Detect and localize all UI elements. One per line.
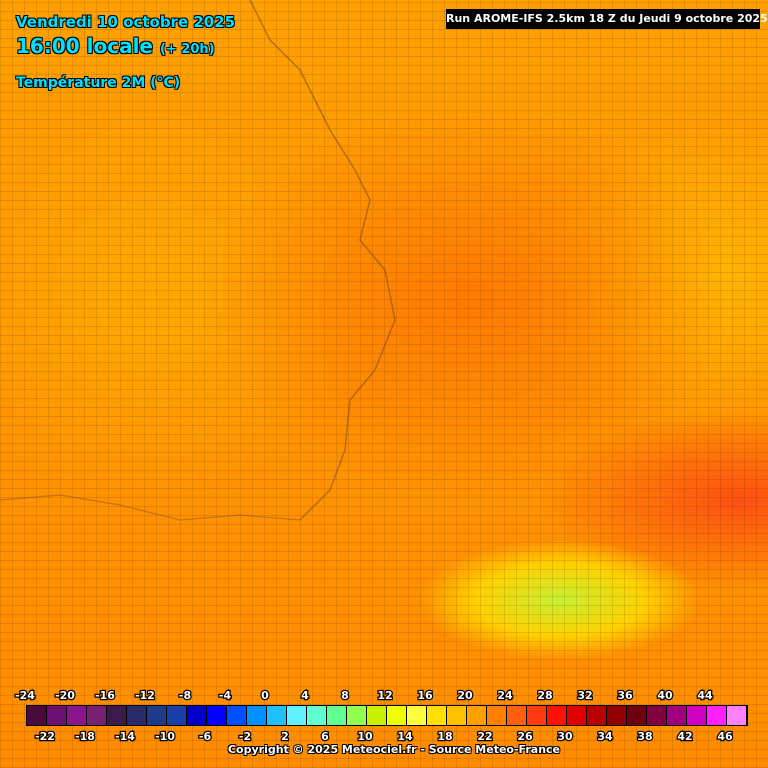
legend-swatch [327,706,346,725]
legend-top-label: 16 [417,689,433,702]
legend-swatch [447,706,466,725]
legend-top-label: 24 [497,689,513,702]
legend-swatch [707,706,726,725]
legend-swatch [287,706,306,725]
legend-swatch [727,706,746,725]
legend-swatch [87,706,106,725]
legend-swatch [507,706,526,725]
legend-swatch [27,706,46,725]
copyright: Copyright © 2025 Meteociel.fr - Source M… [227,743,561,756]
legend-swatch [307,706,326,725]
legend-top-label: 20 [457,689,473,702]
local-time: 16:00 locale (+ 20h) [16,34,215,58]
legend-swatch [587,706,606,725]
legend-swatch [267,706,286,725]
legend-top-label: -4 [219,689,232,702]
legend-top-label: -12 [135,689,155,702]
legend-bottom-label: -2 [239,730,251,743]
legend-bottom-label: -6 [199,730,212,743]
legend-top-label: 32 [577,689,592,702]
legend-swatch [187,706,206,725]
legend-swatch [547,706,566,725]
legend-bottom-label: 30 [557,730,573,743]
legend-swatch [567,706,586,725]
legend-swatch [167,706,186,725]
legend-bottom-label: 2 [281,730,289,743]
legend-bottom-label: 34 [597,730,613,743]
legend-swatch [227,706,246,725]
legend-swatch [107,706,126,725]
legend-swatch [207,706,226,725]
legend-bottom-label: -10 [155,730,175,743]
legend-bottom-label: 6 [321,730,329,743]
legend-bottom-label: -22 [35,730,55,743]
legend-swatch [627,706,646,725]
legend-swatch [527,706,546,725]
legend-swatch [427,706,446,725]
legend-top-label: 8 [341,689,349,702]
legend-bottom-label: 22 [477,730,492,743]
legend-top-label: 4 [301,689,309,702]
legend-top-label: 36 [617,689,633,702]
legend-bottom-label: 14 [397,730,413,743]
legend-bottom-label: 10 [357,730,373,743]
legend-bottom-label: 18 [437,730,452,743]
legend-top-label: 44 [697,689,713,702]
legend-swatch [487,706,506,725]
legend-bottom-label: -14 [115,730,135,743]
legend-swatch [247,706,266,725]
date: Vendredi 10 octobre 2025 [16,13,236,31]
legend-top-label: -20 [55,689,75,702]
legend-swatch [467,706,486,725]
legend-top-label: 28 [537,689,552,702]
legend-top-label: -8 [179,689,191,702]
legend-swatch [347,706,366,725]
legend-swatch [667,706,686,725]
offset: (+ 20h) [159,42,215,57]
legend-top-label: 12 [377,689,392,702]
legend-swatch [647,706,666,725]
legend-swatch [367,706,386,725]
legend-swatch [687,706,706,725]
legend-bottom-label: 26 [517,730,533,743]
variable: Température 2M (°C) [16,75,181,91]
legend-swatch [127,706,146,725]
time: 16:00 locale [16,34,153,58]
legend-swatch [67,706,86,725]
legend-swatch [407,706,426,725]
legend-bottom-label: -18 [75,730,95,743]
legend-bottom-label: 46 [717,730,733,743]
legend-swatch [147,706,166,725]
legend-top-label: 0 [261,689,269,702]
legend-bottom-label: 42 [677,730,692,743]
legend-top-label: -16 [95,689,115,702]
legend-swatch [607,706,626,725]
run-info: Run AROME-IFS 2.5km 18 Z du Jeudi 9 octo… [446,9,768,29]
legend-top-label: -24 [15,689,35,702]
legend-swatch [47,706,66,725]
legend-swatch [387,706,406,725]
legend-bottom-label: 38 [637,730,652,743]
legend-top-label: 40 [657,689,673,702]
